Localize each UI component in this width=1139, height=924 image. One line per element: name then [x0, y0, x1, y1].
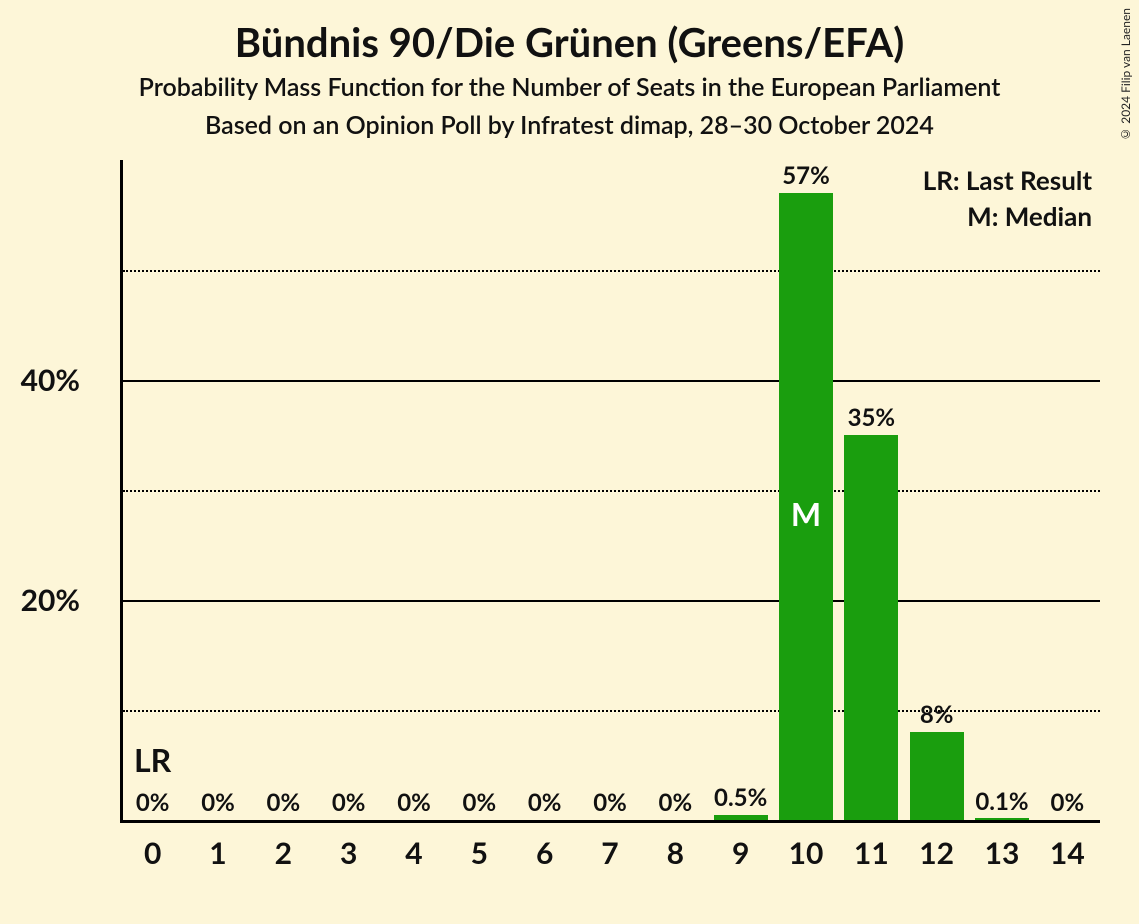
bar — [975, 818, 1029, 820]
bar-value-label: 35% — [848, 403, 896, 432]
bar-value-label: 0% — [593, 788, 627, 817]
bar-value-label: 0% — [1051, 788, 1085, 817]
bar-value-label: 0% — [528, 788, 562, 817]
chart-subtitle-2: Based on an Opinion Poll by Infratest di… — [0, 110, 1139, 140]
x-tick-label: 13 — [970, 835, 1034, 871]
y-tick-label: 20% — [0, 582, 80, 618]
x-tick-label: 11 — [839, 835, 903, 871]
bar-value-label: 0% — [267, 788, 301, 817]
x-tick-label: 6 — [513, 835, 577, 871]
x-tick-label: 12 — [905, 835, 969, 871]
last-result-marker: LR — [134, 740, 171, 779]
x-tick-label: 2 — [251, 835, 315, 871]
bar-value-label: 0% — [397, 788, 431, 817]
bar-value-label: 0% — [332, 788, 366, 817]
x-tick-label: 0 — [121, 835, 185, 871]
copyright-text: © 2024 Filip van Laenen — [1118, 8, 1133, 142]
bar-value-label: 0% — [136, 788, 170, 817]
chart-title: Bündnis 90/Die Grünen (Greens/EFA) — [0, 18, 1139, 66]
bar — [714, 815, 768, 821]
x-tick-label: 14 — [1035, 835, 1099, 871]
x-tick-label: 8 — [643, 835, 707, 871]
x-tick-label: 3 — [317, 835, 381, 871]
bar-value-label: 57% — [782, 161, 830, 190]
x-tick-label: 5 — [447, 835, 511, 871]
x-tick-label: 7 — [578, 835, 642, 871]
gridline-solid — [123, 600, 1100, 602]
pmf-bar-chart: 20%40% 0%0%0%0%0%0%0%0%0%0.5%57%35%8%0.1… — [100, 160, 1100, 860]
bar-value-label: 8% — [920, 700, 954, 729]
y-tick-label: 40% — [0, 362, 80, 398]
gridline-dotted — [123, 490, 1100, 492]
x-tick-label: 10 — [774, 835, 838, 871]
chart-subtitle-1: Probability Mass Function for the Number… — [0, 72, 1139, 102]
x-axis-line — [120, 820, 1100, 823]
bar — [910, 732, 964, 820]
legend-median: M: Median — [967, 200, 1092, 232]
gridline-dotted — [123, 270, 1100, 272]
bar — [844, 435, 898, 820]
median-marker: M — [791, 494, 821, 533]
x-tick-label: 9 — [709, 835, 773, 871]
bar-value-label: 0% — [201, 788, 235, 817]
bar-value-label: 0% — [659, 788, 693, 817]
gridline-solid — [123, 380, 1100, 382]
legend-last-result: LR: Last Result — [923, 164, 1092, 196]
bar-value-label: 0% — [463, 788, 497, 817]
x-tick-label: 1 — [186, 835, 250, 871]
bar-value-label: 0.5% — [714, 783, 767, 812]
x-tick-label: 4 — [382, 835, 446, 871]
bar-value-label: 0.1% — [975, 787, 1028, 816]
